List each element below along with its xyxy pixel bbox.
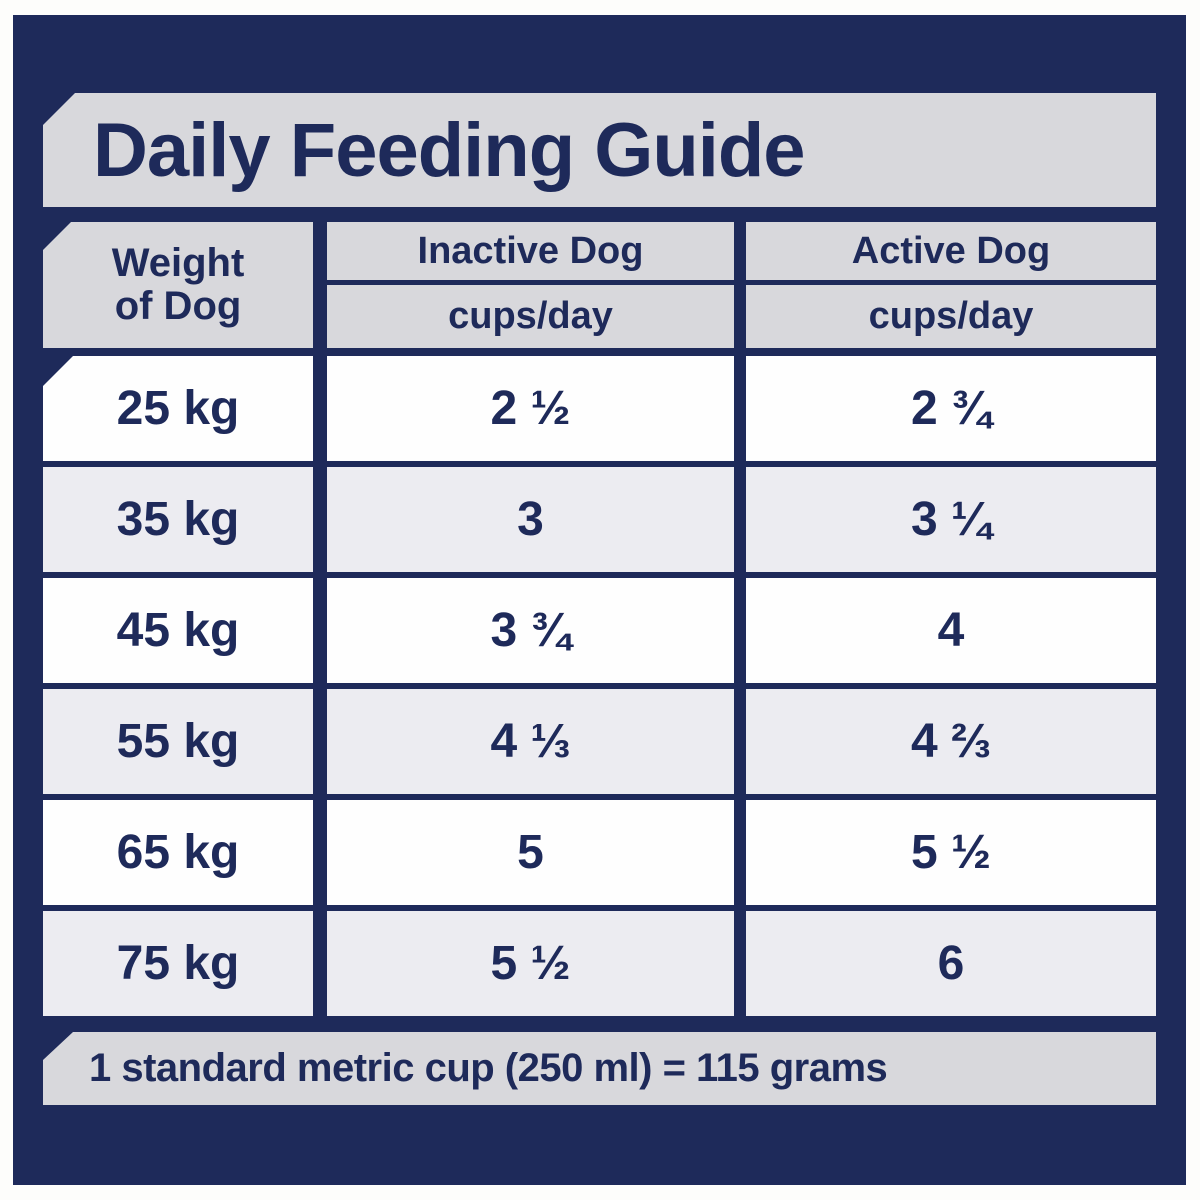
table-row-75kg: 75 kg 5 ½ 6 <box>43 911 1156 1016</box>
table-header: Weight of Dog Inactive Dog cups/day Acti… <box>43 222 1156 348</box>
header-inactive-dog: Inactive Dog cups/day <box>327 222 734 348</box>
weight-value: 35 kg <box>43 467 313 572</box>
table-row-65kg: 65 kg 5 5 ½ <box>43 800 1156 905</box>
active-cups-value: 2 ¾ <box>746 356 1156 461</box>
active-cups-value: 3 ¼ <box>746 467 1156 572</box>
table-row-25kg: 25 kg 2 ½ 2 ¾ <box>43 356 1156 461</box>
header-divider <box>327 280 734 285</box>
weight-value: 45 kg <box>43 578 313 683</box>
weight-value: 75 kg <box>43 911 313 1016</box>
page-title: Daily Feeding Guide <box>93 107 806 193</box>
active-cups-value: 6 <box>746 911 1156 1016</box>
inactive-cups-value: 5 ½ <box>327 911 734 1016</box>
header-active-label: Active Dog <box>851 229 1051 272</box>
header-divider <box>746 280 1156 285</box>
header-weight-line1: Weight <box>111 240 245 285</box>
active-cups-value: 5 ½ <box>746 800 1156 905</box>
active-cups-value: 4 <box>746 578 1156 683</box>
header-weight-of-dog: Weight of Dog <box>43 222 313 348</box>
header-active-dog: Active Dog cups/day <box>746 222 1156 348</box>
table-row-55kg: 55 kg 4 ⅓ 4 ⅔ <box>43 689 1156 794</box>
active-cups-value: 4 ⅔ <box>746 689 1156 794</box>
table-row-45kg: 45 kg 3 ¾ 4 <box>43 578 1156 683</box>
inactive-cups-value: 3 ¾ <box>327 578 734 683</box>
inactive-cups-value: 3 <box>327 467 734 572</box>
weight-value: 65 kg <box>43 800 313 905</box>
weight-value: 55 kg <box>43 689 313 794</box>
feeding-guide-panel: Daily Feeding Guide Weight of Dog Inacti… <box>13 15 1186 1185</box>
header-inactive-label: Inactive Dog <box>417 229 644 272</box>
inactive-cups-value: 2 ½ <box>327 356 734 461</box>
cup-conversion-note: 1 standard metric cup (250 ml) = 115 gra… <box>89 1046 888 1090</box>
table-body: 25 kg 2 ½ 2 ¾ 35 kg 3 3 ¼ 45 kg 3 ¾ 4 55… <box>43 356 1156 1016</box>
inactive-cups-value: 4 ⅓ <box>327 689 734 794</box>
header-active-unit: cups/day <box>868 295 1034 337</box>
header-weight-line2: of Dog <box>114 284 242 328</box>
weight-value: 25 kg <box>43 356 313 461</box>
title-bar: Daily Feeding Guide <box>43 93 1156 207</box>
header-inactive-unit: cups/day <box>448 295 613 337</box>
inactive-cups-value: 5 <box>327 800 734 905</box>
table-row-35kg: 35 kg 3 3 ¼ <box>43 467 1156 572</box>
footer-note-bar: 1 standard metric cup (250 ml) = 115 gra… <box>43 1032 1156 1105</box>
